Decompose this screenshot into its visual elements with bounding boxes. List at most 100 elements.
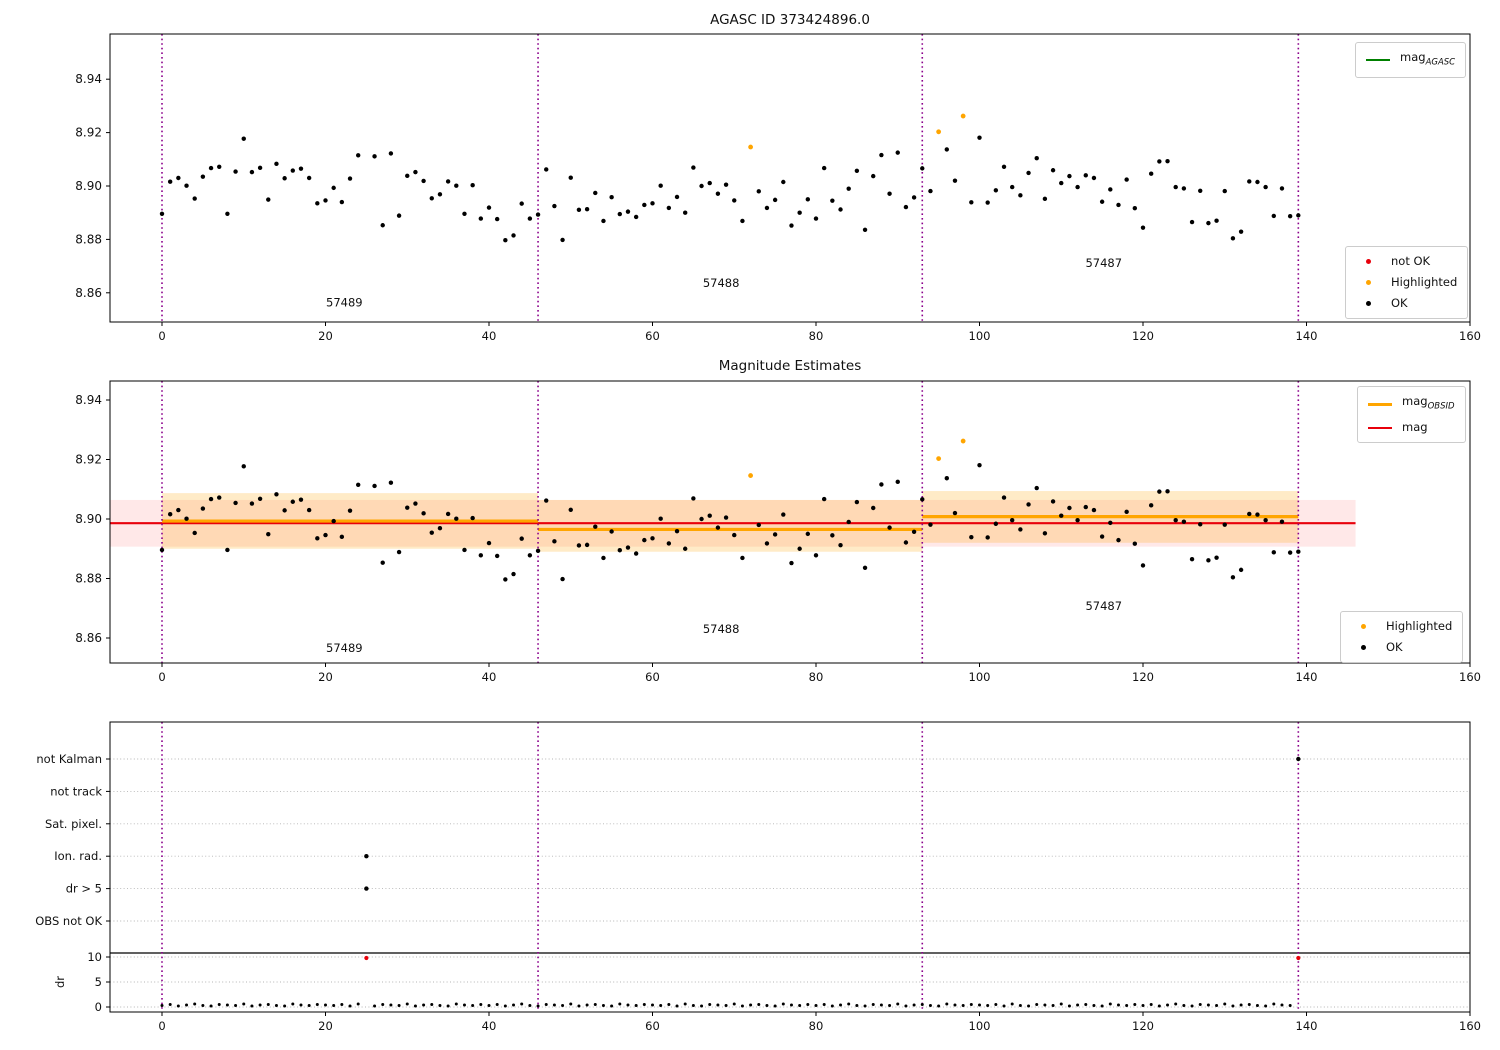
data-point-ok — [805, 531, 811, 537]
data-point-ok — [1279, 186, 1285, 191]
dr-point — [291, 1002, 295, 1006]
dr-point — [1092, 1004, 1096, 1007]
dr-point — [1067, 1004, 1071, 1008]
x-tick-label: 40 — [482, 1019, 497, 1033]
y-tick-label: 8.90 — [75, 512, 102, 526]
data-point-ok — [405, 505, 410, 510]
data-point-ok — [593, 524, 598, 529]
dr-point — [160, 1004, 164, 1007]
x-tick-label: 20 — [318, 329, 333, 343]
dr-point — [700, 1004, 704, 1008]
middle-line-legend: magOBSID mag — [1357, 386, 1466, 444]
data-point-ok — [895, 150, 900, 155]
data-point-ok — [977, 135, 982, 140]
data-point-ok — [593, 190, 598, 196]
dr-point — [1157, 1004, 1161, 1008]
dr-point — [528, 1004, 532, 1007]
data-point-ok — [298, 497, 304, 502]
dr-point — [675, 1004, 679, 1008]
middle-panel-title: Magnitude Estimates — [718, 358, 862, 374]
dr-point — [642, 1003, 646, 1006]
data-point-ok — [813, 216, 819, 221]
dr-point — [422, 1003, 426, 1007]
data-point-ok — [1148, 171, 1154, 176]
dr-point — [683, 1002, 687, 1006]
dr-point — [789, 1003, 793, 1007]
data-point-highlighted — [748, 473, 753, 478]
data-point-ok — [625, 545, 631, 550]
dr-point — [1174, 1002, 1178, 1006]
dr-point — [847, 1002, 851, 1006]
data-point-ok — [380, 560, 385, 565]
data-point-ok — [347, 508, 353, 513]
data-point-ok — [944, 476, 949, 481]
dr-point — [1255, 1004, 1259, 1007]
data-point-ok — [887, 525, 892, 530]
data-point-ok — [421, 178, 426, 184]
dr-point — [659, 1004, 663, 1007]
dr-point — [348, 1004, 352, 1008]
dr-point-not-ok — [364, 955, 369, 961]
dr-point — [1231, 1004, 1235, 1008]
data-point-ok — [445, 511, 451, 517]
data-point-ok — [813, 553, 819, 558]
legend-label: Highlighted — [1391, 275, 1458, 289]
data-point-ok — [560, 237, 565, 243]
dr-point — [266, 1003, 270, 1006]
data-point-ok — [1050, 168, 1056, 173]
data-point-ok — [764, 541, 770, 546]
data-point-ok — [282, 508, 287, 513]
data-point-ok — [249, 169, 255, 175]
data-point-ok — [331, 185, 336, 191]
data-point-ok — [658, 516, 663, 521]
data-point-ok — [413, 501, 418, 506]
dr-point — [1100, 1004, 1104, 1008]
legend-label: magAGASC — [1400, 50, 1456, 68]
flag-category-label: not Kalman — [36, 752, 102, 766]
dr-point — [225, 1003, 229, 1007]
obsid-label: 57489 — [326, 641, 363, 655]
data-point-ok — [503, 577, 508, 582]
data-point-ok — [584, 542, 590, 548]
dr-point — [969, 1003, 973, 1006]
data-point-ok — [838, 207, 843, 212]
data-point-ok — [1116, 537, 1121, 543]
dr-point — [610, 1004, 614, 1008]
dr-point — [1182, 1004, 1186, 1007]
dr-point — [757, 1003, 761, 1006]
not-ok-marker-icon — [1366, 259, 1371, 264]
data-point-ok — [413, 169, 418, 175]
flag-category-label: Sat. pixel. — [45, 817, 102, 831]
legend-label: OK — [1391, 296, 1408, 310]
dr-point — [242, 1002, 246, 1006]
dr-point — [1125, 1004, 1129, 1007]
dr-point — [168, 1003, 172, 1006]
data-point-ok — [274, 161, 279, 167]
data-point-ok — [372, 483, 377, 489]
data-point-ok — [1075, 184, 1080, 190]
dr-point — [1027, 1004, 1031, 1008]
data-point-ok — [1287, 213, 1293, 219]
data-point-ok — [633, 551, 639, 556]
data-point-ok — [854, 499, 860, 505]
data-point-ok — [928, 522, 933, 527]
data-point-ok — [167, 179, 173, 184]
data-point-ok — [772, 532, 778, 537]
dr-point — [1133, 1003, 1137, 1006]
dr-point — [1043, 1003, 1047, 1007]
legend-label: mag — [1402, 420, 1428, 435]
data-point-ok — [356, 153, 361, 158]
x-tick-label: 40 — [482, 670, 497, 684]
data-point-ok — [1181, 186, 1187, 191]
legend-label: not OK — [1391, 254, 1431, 268]
data-point-ok — [1181, 519, 1187, 524]
legend-item-ok: OK — [1349, 637, 1452, 658]
data-point-ok — [552, 539, 557, 544]
dr-point — [1084, 1003, 1088, 1006]
data-point-ok — [715, 525, 721, 530]
dr-point — [274, 1004, 278, 1007]
dr-point — [503, 1004, 507, 1008]
dr-point — [1239, 1003, 1243, 1007]
data-point-ok — [225, 547, 230, 553]
data-point-ok — [1091, 175, 1097, 181]
